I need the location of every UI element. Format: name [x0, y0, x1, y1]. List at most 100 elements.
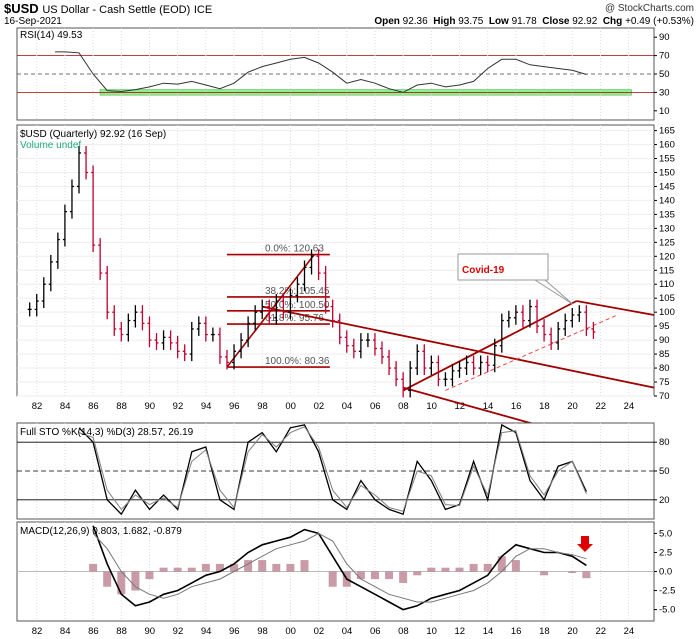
close-value: 92.92: [572, 16, 598, 27]
macd-x-tick-label: 24: [624, 626, 635, 637]
macd-signal-line: [92, 532, 587, 603]
macd-x-tick-label: 20: [567, 626, 578, 637]
symbol-title: $USD US Dollar - Cash Settle (EOD) ICE: [4, 1, 212, 16]
price-x-tick-label: 90: [144, 401, 155, 412]
macd-tick-label: 2.5: [659, 547, 672, 558]
price-x-tick-label: 02: [314, 401, 325, 412]
macd-histogram-bar: [582, 571, 591, 579]
macd-histogram-bar: [145, 571, 154, 580]
price-tick-label: 130: [659, 223, 675, 234]
rsi-line: [55, 51, 587, 93]
macd-tick-label: -2.5: [659, 586, 675, 597]
price-x-tick-label: 24: [624, 401, 635, 412]
macd-histogram-bar: [455, 567, 464, 572]
macd-x-tick-label: 86: [88, 626, 99, 637]
price-x-tick-label: 04: [342, 401, 353, 412]
macd-histogram-bar: [272, 563, 281, 572]
price-tick-label: 145: [659, 181, 675, 192]
price-tick-label: 115: [659, 265, 674, 276]
macd-x-tick-label: 96: [229, 626, 240, 637]
down-trendline: [262, 305, 655, 389]
macd-x-tick-label: 82: [32, 626, 43, 637]
macd-histogram-bar: [187, 567, 196, 572]
fib-level-label: 61.8%: 95.76: [265, 313, 324, 324]
close-label: Close: [542, 16, 570, 27]
price-x-tick-label: 20: [567, 401, 578, 412]
covid-annotation-box: [457, 253, 549, 281]
macd-tick-label: 0.0: [659, 567, 672, 578]
macd-histogram-bar: [89, 563, 98, 572]
price-x-tick-label: 08: [398, 401, 409, 412]
macd-histogram-bar: [441, 567, 450, 572]
price-x-tick-label: 82: [32, 401, 43, 412]
price-x-tick-label: 84: [60, 401, 71, 412]
price-tick-label: 140: [659, 195, 675, 206]
macd-histogram-bar: [131, 571, 140, 591]
price-tick-label: 120: [659, 251, 675, 262]
macd-x-tick-label: 84: [60, 626, 71, 637]
macd-x-tick-label: 16: [511, 626, 522, 637]
macd-histogram-bar: [385, 571, 394, 580]
copyright: @ StockCharts.com: [604, 3, 694, 14]
covid-annotation-label: Covid-19: [462, 265, 505, 276]
macd-x-tick-label: 88: [116, 626, 127, 637]
macd-histogram-bar: [103, 571, 112, 587]
price-panel: [16, 124, 655, 397]
price-tick-label: 105: [659, 293, 675, 304]
macd-histogram-bar: [244, 560, 253, 572]
price-x-tick-label: 18: [539, 401, 550, 412]
macd-histogram-bar: [427, 567, 436, 572]
price-tick-label: 95: [659, 321, 670, 332]
price-tick-label: 75: [659, 377, 670, 388]
price-x-tick-label: 16: [511, 401, 522, 412]
price-x-tick-label: 92: [173, 401, 184, 412]
macd-histogram-bar: [413, 571, 422, 576]
stoch-k-line: [78, 423, 587, 516]
stoch-tick-label: 50: [659, 466, 670, 477]
price-tick-label: 100: [659, 307, 675, 318]
macd-histogram-bar: [286, 563, 295, 572]
macd-histogram-bar: [173, 567, 182, 572]
macd-histogram-bar: [469, 563, 478, 572]
price-x-tick-label: 88: [116, 401, 127, 412]
macd-x-tick-label: 98: [257, 626, 268, 637]
price-x-tick-label: 98: [257, 401, 268, 412]
macd-histogram-bar: [356, 571, 365, 580]
macd-histogram-bar: [497, 556, 506, 572]
macd-histogram-bar: [300, 560, 309, 572]
macd-histogram-bar: [399, 571, 408, 583]
price-x-tick-label: 86: [88, 401, 99, 412]
price-x-tick-label: 96: [229, 401, 240, 412]
macd-x-tick-label: 06: [370, 626, 381, 637]
price-tick-label: 110: [659, 279, 674, 290]
chg-value: +0.49 (+0.53%): [625, 16, 694, 27]
open-value: 92.36: [402, 16, 428, 27]
price-tick-label: 135: [659, 209, 675, 220]
macd-histogram-bar: [483, 563, 492, 572]
rsi-title: RSI(14) 49.53: [20, 30, 83, 41]
rsi-tick-label: 10: [659, 106, 670, 117]
macd-histogram-bar: [159, 567, 168, 572]
fib-level-label: 0.0%: 120.63: [265, 244, 324, 255]
open-label: Open: [374, 16, 400, 27]
price-x-tick-label: 10: [426, 401, 437, 412]
price-x-tick-label: 00: [285, 401, 296, 412]
stoch-tick-label: 80: [659, 437, 670, 448]
chart-date: 16-Sep-2021: [4, 16, 62, 27]
price-tick-label: 160: [659, 140, 675, 151]
stoch-d-line: [78, 426, 587, 512]
price-legend-volume: Volume undef: [20, 140, 81, 151]
macd-x-tick-label: 92: [173, 626, 184, 637]
macd-histogram-bar: [511, 560, 520, 572]
macd-line: [92, 525, 587, 611]
price-tick-label: 70: [659, 391, 670, 402]
dashed-support-line: [445, 314, 618, 391]
macd-title: MACD(12,26,9) 0.803, 1.682, -0.879: [20, 526, 182, 537]
symbol-description: US Dollar - Cash Settle (EOD): [42, 4, 191, 16]
price-bars: [27, 145, 596, 398]
high-label: High: [433, 16, 456, 27]
rsi-tick-label: 30: [659, 87, 670, 98]
macd-histogram-bar: [258, 560, 267, 572]
price-tick-label: 90: [659, 335, 670, 346]
